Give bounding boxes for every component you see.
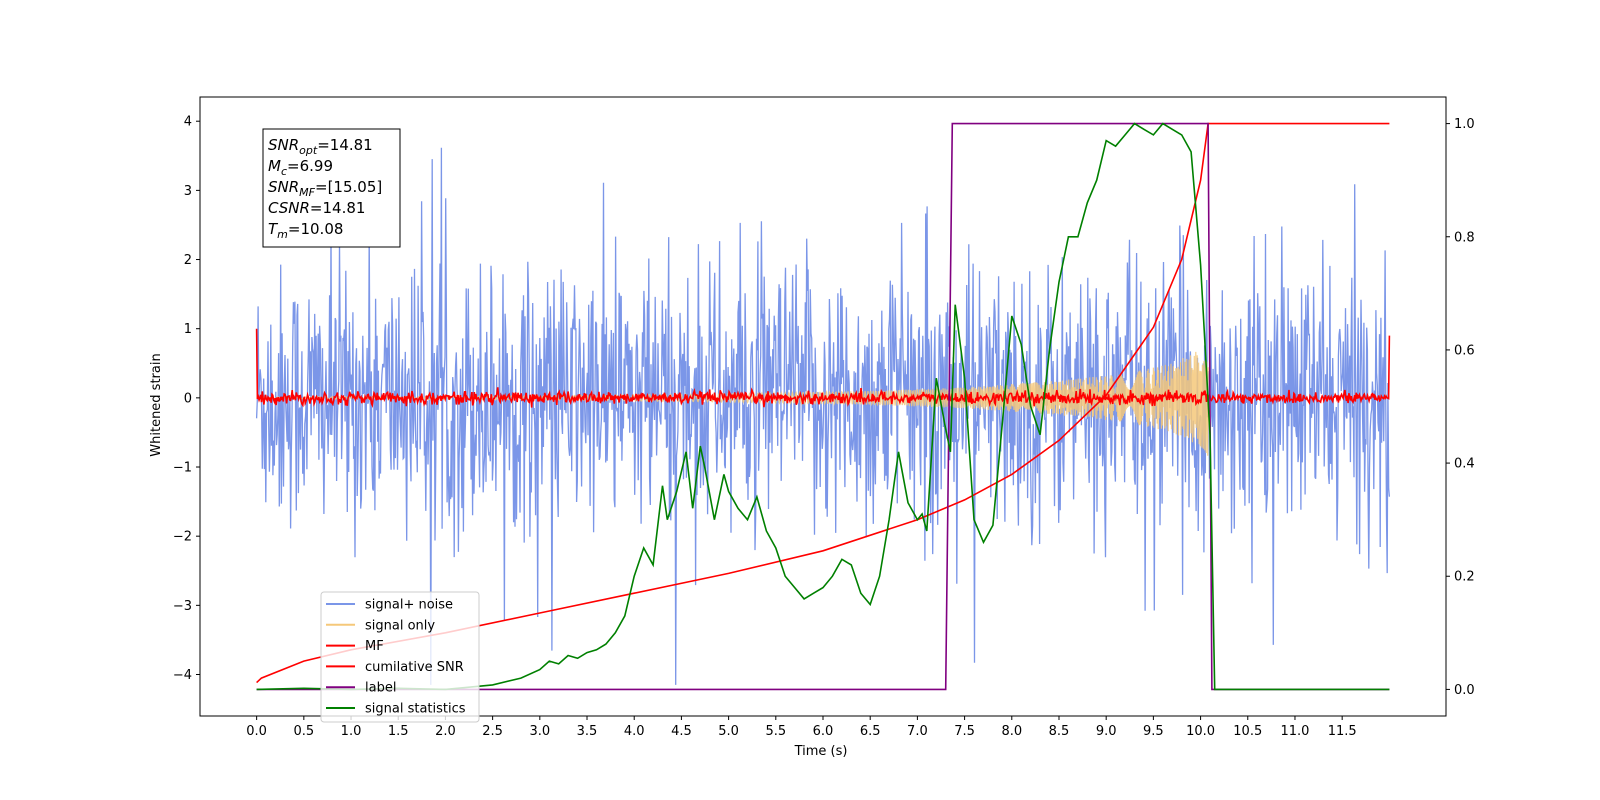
legend-label: cumilative SNR [365, 660, 464, 675]
x-tick-label: 2.0 [435, 724, 456, 739]
x-tick-label: 4.5 [671, 724, 692, 739]
x-axis-label: Time (s) [794, 744, 848, 759]
legend: signal+ noise signal only MF cumilative SNR… [320, 591, 480, 723]
y-left-tick-label: −2 [173, 530, 192, 545]
x-tick-label: 4.0 [624, 724, 645, 739]
stats-line: Tm=10.08 [268, 220, 343, 241]
x-tick-label: 3.5 [577, 724, 598, 739]
y-axis-label: Whitened strain [149, 353, 164, 456]
y-right-tick-label: 1.0 [1454, 117, 1475, 132]
y-left-tick-label: −1 [173, 461, 192, 476]
y-right-tick-label: 0.2 [1454, 570, 1475, 585]
y-left-tick-label: 2 [184, 253, 192, 268]
x-tick-label: 9.0 [1096, 724, 1117, 739]
x-tick-label: 9.5 [1143, 724, 1164, 739]
y-axis-left: −4 −3 −2 −1 0 1 2 3 4 [173, 115, 200, 683]
stats-box-frame [262, 128, 401, 248]
x-tick-label: 3.0 [529, 724, 550, 739]
y-right-tick-label: 0.0 [1454, 683, 1475, 698]
x-tick-label: 7.5 [954, 724, 975, 739]
x-tick-label: 0.0 [246, 724, 267, 739]
legend-label: MF [365, 639, 384, 654]
y-left-tick-label: 0 [184, 391, 192, 406]
x-tick-label: 6.0 [813, 724, 834, 739]
y-left-tick-label: −4 [173, 668, 192, 683]
stats-line: Mc=6.99 [268, 157, 333, 178]
y-left-tick-label: −3 [173, 599, 192, 614]
series-line-mf [255, 328, 1391, 409]
y-right-tick-label: 0.6 [1454, 343, 1475, 358]
x-tick-label: 1.5 [388, 724, 409, 739]
stats-line: SNRopt=14.81 [268, 136, 373, 157]
x-tick-label: 5.0 [718, 724, 739, 739]
x-tick-label: 8.0 [1001, 724, 1022, 739]
x-tick-label: 11.5 [1328, 724, 1357, 739]
x-tick-label: 1.0 [341, 724, 362, 739]
x-tick-label: 6.5 [860, 724, 881, 739]
x-tick-label: 8.5 [1049, 724, 1070, 739]
stats-line: CSNR=14.81 [268, 199, 365, 217]
y-right-tick-label: 0.8 [1454, 230, 1475, 245]
stats-line: SNRMF=[15.05] [268, 178, 382, 199]
y-left-tick-label: 1 [184, 322, 192, 337]
stats-box: SNRopt=14.81Mc=6.99SNRMF=[15.05]CSNR=14.… [262, 128, 401, 248]
x-tick-label: 10.5 [1233, 724, 1262, 739]
x-tick-label: 7.0 [907, 724, 928, 739]
x-tick-label: 10.0 [1186, 724, 1215, 739]
legend-label: signal+ noise [365, 598, 453, 613]
x-axis: 0.0 0.5 1.0 1.5 2.0 2.5 3.0 3.5 4.0 4.5 5.0 5.5 6.0 6… [246, 716, 1357, 739]
y-right-tick-label: 0.4 [1454, 457, 1475, 472]
legend-label: signal statistics [365, 702, 466, 717]
x-tick-label: 5.5 [765, 724, 786, 739]
series-line-signal-statistics [256, 122, 1390, 691]
x-tick-label: 2.5 [482, 724, 503, 739]
y-axis-right: 0.0 0.2 0.4 0.6 0.8 1.0 [1446, 117, 1475, 698]
x-tick-label: 0.5 [293, 724, 314, 739]
legend-frame [320, 591, 480, 723]
legend-label: label [365, 681, 396, 696]
y-left-tick-label: 3 [184, 184, 192, 199]
y-left-tick-label: 4 [184, 115, 192, 130]
x-tick-label: 11.0 [1280, 724, 1309, 739]
legend-label: signal only [365, 618, 435, 633]
